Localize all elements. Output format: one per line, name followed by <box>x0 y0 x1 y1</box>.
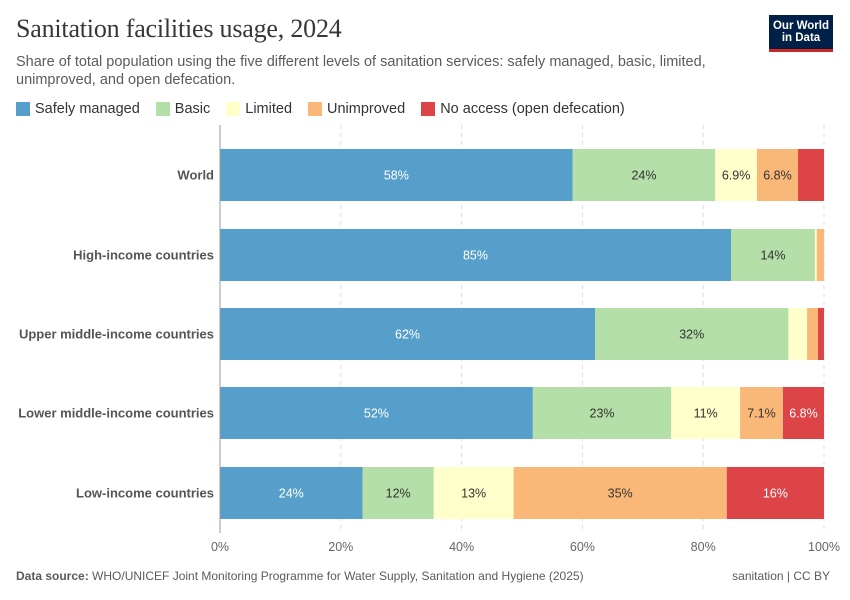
legend-swatch <box>16 102 30 116</box>
data-label: 24% <box>631 169 656 183</box>
bar-segment <box>532 387 672 439</box>
bar-segment <box>513 467 727 519</box>
data-source-label: Data source: <box>16 569 89 583</box>
legend-swatch <box>421 102 436 116</box>
bar-segment <box>726 467 824 519</box>
legend-item[interactable]: Safely managed <box>16 101 140 117</box>
bar-segment <box>817 308 824 360</box>
x-tick-label: 0% <box>211 540 229 554</box>
data-label: 62% <box>395 328 420 342</box>
category-label: High-income countries <box>73 248 214 263</box>
chart-legend: Safely managed Basic Limited Unimproved No a… <box>16 101 641 117</box>
category-label: Lower middle-income countries <box>18 406 214 421</box>
legend-swatch <box>308 102 323 116</box>
x-tick-label: 40% <box>449 540 474 554</box>
data-source-text: WHO/UNICEF Joint Monitoring Programme fo… <box>92 569 584 583</box>
legend-label: Safely managed <box>35 101 140 117</box>
logo-line-2: in Data <box>781 32 821 44</box>
bar-segment <box>756 149 799 201</box>
legend-label: Unimproved <box>327 101 406 117</box>
data-label: 23% <box>590 407 615 421</box>
bar-segment <box>782 387 824 439</box>
bar-segment <box>730 229 815 281</box>
data-source: Data source: WHO/UNICEF Joint Monitoring… <box>16 569 584 583</box>
bar-segment <box>798 149 824 201</box>
bar-segment <box>595 308 789 360</box>
category-label: World <box>177 168 214 183</box>
bar-segment <box>220 467 363 519</box>
bar-segment <box>807 308 818 360</box>
data-label: 35% <box>608 487 633 501</box>
data-label: 12% <box>386 487 411 501</box>
data-label: 52% <box>364 407 389 421</box>
chart-title: Sanitation facilities usage, 2024 <box>16 14 342 43</box>
bar-segment <box>671 387 741 439</box>
data-label: 6.8% <box>789 407 818 421</box>
bar-segment <box>362 467 434 519</box>
data-label: 13% <box>461 487 486 501</box>
bar-segment <box>816 229 824 281</box>
legend-label: No access (open defecation) <box>440 101 625 117</box>
legend-label: Limited <box>245 101 293 117</box>
x-tick-label: 80% <box>691 540 716 554</box>
bar-segment <box>433 467 514 519</box>
bar-segment <box>740 387 783 439</box>
legend-swatch <box>226 102 241 116</box>
data-label: 11% <box>694 407 718 421</box>
category-label: Low-income countries <box>76 486 214 501</box>
x-tick-label: 100% <box>808 540 840 554</box>
legend-item[interactable]: Basic <box>155 101 211 117</box>
bar-segment <box>814 229 817 281</box>
stacked-bar-chart: 0% 20% 40% 60% 80% 100% World 58% 24% 6.9% 6.8% Hig… <box>18 125 840 554</box>
legend-swatch <box>155 102 170 116</box>
data-label: 58% <box>384 169 409 183</box>
data-label: 24% <box>279 487 304 501</box>
bar-segment <box>788 308 808 360</box>
legend-item[interactable]: Limited <box>226 101 292 117</box>
bar-segment <box>220 308 596 360</box>
bar-segment <box>572 149 716 201</box>
data-label: 6.8% <box>763 169 792 183</box>
data-label: 32% <box>679 328 704 342</box>
chart-subtitle: Share of total population using the five… <box>16 54 706 88</box>
data-label: 6.9% <box>722 169 751 183</box>
legend-item[interactable]: No access (open defecation) <box>421 101 625 117</box>
legend-item[interactable]: Unimproved <box>308 101 405 117</box>
bar-segment <box>220 149 573 201</box>
owid-logo[interactable]: Our World in Data <box>769 15 833 52</box>
category-label: Upper middle-income countries <box>19 327 214 342</box>
data-label: 7.1% <box>747 407 776 421</box>
bar-segment <box>220 387 533 439</box>
bar-segment <box>715 149 757 201</box>
logo-line-1: Our World <box>772 20 829 32</box>
legend-label: Basic <box>174 101 211 117</box>
data-label: 16% <box>763 487 788 501</box>
data-label: 85% <box>463 249 488 263</box>
data-label: 14% <box>760 249 785 263</box>
bar-segment <box>220 229 731 281</box>
license-text[interactable]: sanitation | CC BY <box>732 569 830 583</box>
x-tick-label: 20% <box>328 540 353 554</box>
x-tick-label: 60% <box>570 540 595 554</box>
